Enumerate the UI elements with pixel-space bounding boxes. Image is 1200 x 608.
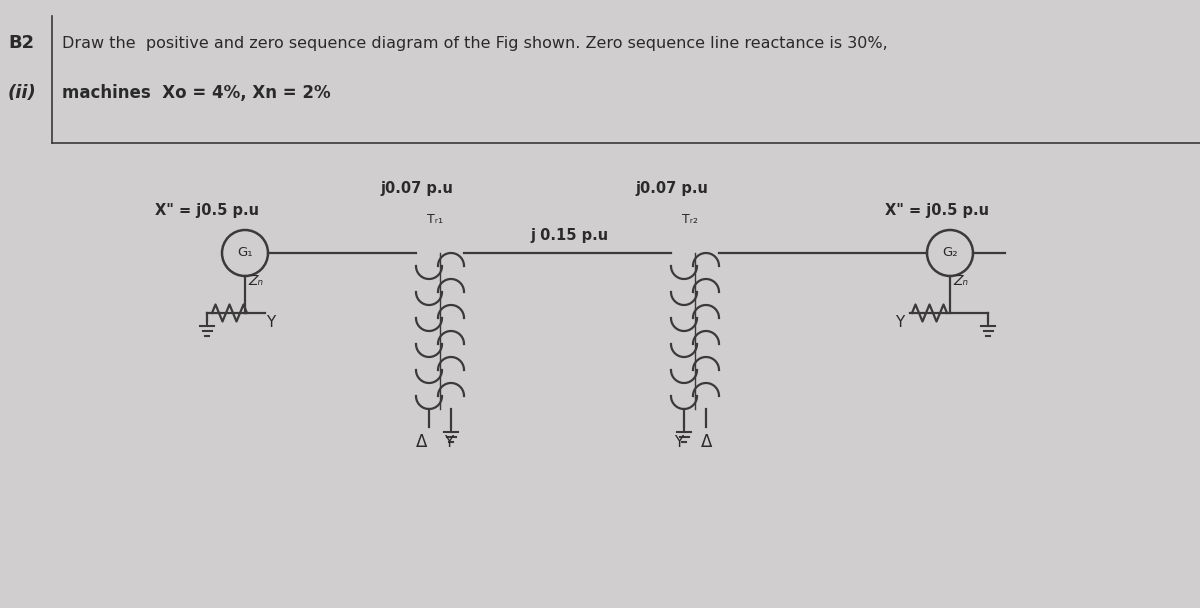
Text: Y: Y <box>674 435 683 450</box>
Text: X" = j0.5 p.u: X" = j0.5 p.u <box>155 203 259 218</box>
Text: Y: Y <box>444 435 454 450</box>
Text: G₁: G₁ <box>238 246 253 260</box>
Text: Zₙ: Zₙ <box>953 274 968 288</box>
Text: Δ: Δ <box>416 433 427 451</box>
Text: j0.07 p.u: j0.07 p.u <box>635 181 708 196</box>
Text: Tᵣ₂: Tᵣ₂ <box>682 213 698 226</box>
Text: (ii): (ii) <box>8 84 37 102</box>
Text: X" = j0.5 p.u: X" = j0.5 p.u <box>886 203 989 218</box>
Text: Δ: Δ <box>701 433 713 451</box>
Text: G₂: G₂ <box>942 246 958 260</box>
Text: Y: Y <box>266 315 275 330</box>
Text: Y: Y <box>895 315 905 330</box>
Text: j0.07 p.u: j0.07 p.u <box>380 181 452 196</box>
Text: machines  Xo = 4%, Xn = 2%: machines Xo = 4%, Xn = 2% <box>62 84 331 102</box>
Text: B2: B2 <box>8 34 34 52</box>
Text: Draw the  positive and zero sequence diagram of the Fig shown. Zero sequence lin: Draw the positive and zero sequence diag… <box>62 36 888 51</box>
Text: Zₙ: Zₙ <box>248 274 263 288</box>
Text: Tᵣ₁: Tᵣ₁ <box>427 213 443 226</box>
Text: j 0.15 p.u: j 0.15 p.u <box>530 228 608 243</box>
